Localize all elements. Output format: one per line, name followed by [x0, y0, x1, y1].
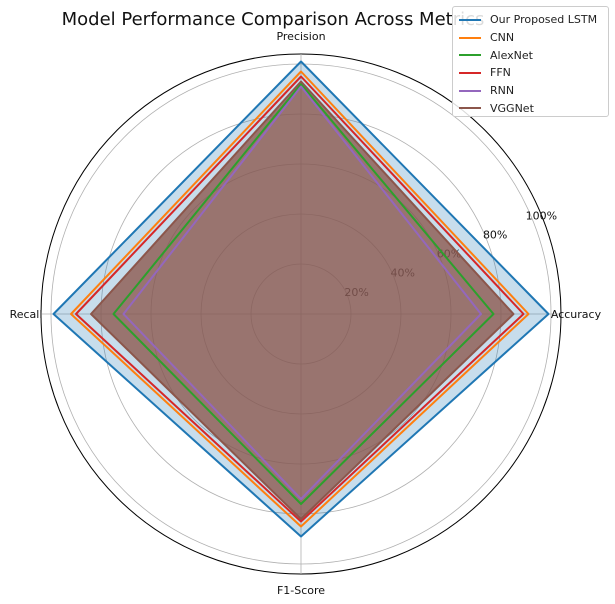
- legend-item-rnn: RNN: [459, 82, 608, 100]
- series-line-alexnet: [112, 83, 495, 505]
- legend-swatch-alexnet: [459, 54, 481, 57]
- legend-label-vggnet: VGGNet: [490, 101, 534, 115]
- series-line-ffn: [75, 75, 525, 523]
- axis-label-accuracy: Accuracy: [551, 308, 602, 321]
- series-line-our-proposed-lstm: [52, 60, 550, 538]
- axis-labels: Accuracy Precision Recall F1-Score: [10, 30, 602, 597]
- legend: Our Proposed LSTM CNN AlexNet FFN RNN VG…: [452, 6, 609, 117]
- radial-tick-label-100: 100%: [526, 209, 557, 222]
- series-line-cnn: [70, 70, 530, 528]
- legend-label-alexnet: AlexNet: [490, 48, 533, 62]
- legend-swatch-cnn: [459, 36, 481, 39]
- legend-swatch-rnn: [459, 89, 481, 92]
- legend-item-alexnet: AlexNet: [459, 46, 608, 64]
- axis-label-f1-score: F1-Score: [277, 584, 325, 597]
- legend-swatch-lstm: [459, 18, 481, 21]
- radial-tick-label-80: 80%: [483, 228, 507, 241]
- axis-label-recall: Recall: [10, 308, 43, 321]
- series-fill-vggnet: [91, 81, 514, 519]
- series-line-vggnet: [90, 80, 515, 520]
- chart-title: Model Performance Comparison Across Metr…: [62, 9, 485, 30]
- axis-label-precision: Precision: [276, 30, 325, 43]
- legend-swatch-vggnet: [459, 107, 481, 110]
- legend-item-lstm: Our Proposed LSTM: [459, 11, 608, 29]
- legend-item-ffn: FFN: [459, 64, 608, 82]
- series-lines: [52, 60, 550, 538]
- legend-item-cnn: CNN: [459, 29, 608, 47]
- legend-item-vggnet: VGGNet: [459, 99, 608, 117]
- legend-swatch-ffn: [459, 71, 481, 74]
- series-fills: [53, 61, 549, 537]
- legend-label-ffn: FFN: [490, 66, 511, 80]
- series-line-rnn: [122, 85, 482, 500]
- legend-label-cnn: CNN: [490, 31, 515, 45]
- legend-label-rnn: RNN: [490, 84, 515, 98]
- legend-label-lstm: Our Proposed LSTM: [490, 13, 598, 27]
